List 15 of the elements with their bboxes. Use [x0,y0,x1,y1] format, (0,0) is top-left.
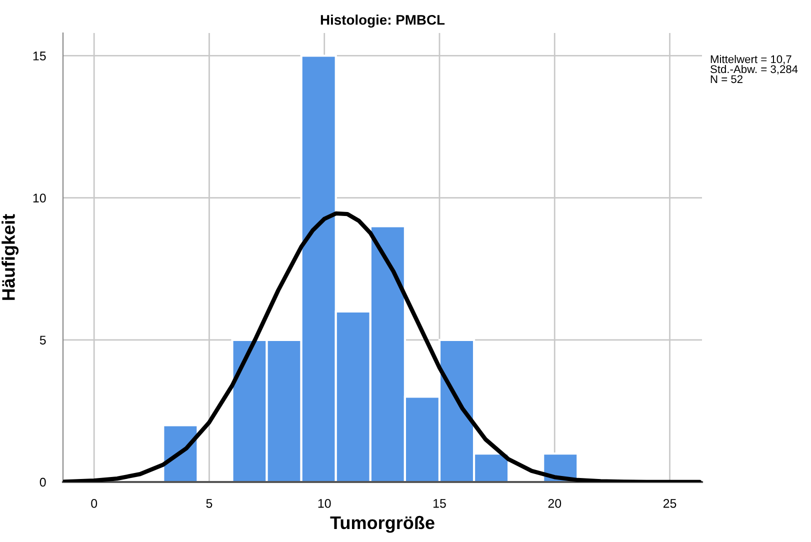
x-tick-label: 20 [548,498,562,508]
x-tick-label: 0 [91,498,98,508]
x-tick-label: 25 [663,498,676,508]
line-series [63,211,702,482]
y-tick-label: 0 [40,478,46,487]
text: Mittelwert = 10,7 Std.-Abw. = 3,284 N = 52 [710,55,798,84]
x-tick-label: 10 [318,498,331,508]
y-axis-title: Häufigkeit [2,214,19,300]
chart-title: Histologie: PMBCL [320,14,445,28]
y-tick-label: 5 [40,336,46,345]
x-axis-title: Tumorgröße [330,516,434,533]
y-tick-label: 10 [33,194,46,202]
x-tick-label: 5 [206,499,212,508]
y-tick-label: 15 [33,52,46,60]
x-tick-label: 15 [433,499,446,508]
